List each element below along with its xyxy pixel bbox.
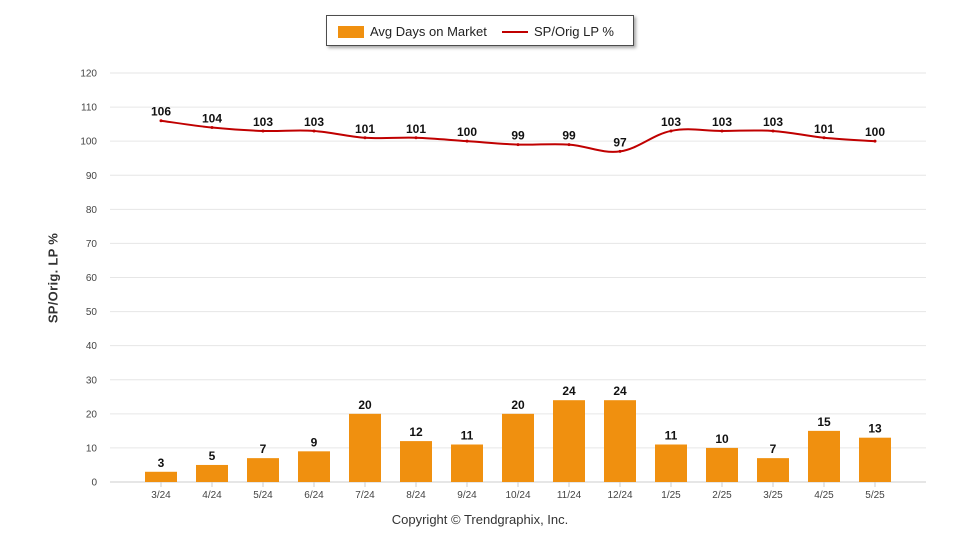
line-point-sp-orig-lp bbox=[159, 119, 163, 123]
bar-days-on-market bbox=[196, 464, 228, 482]
x-tick-label: 1/25 bbox=[661, 490, 681, 501]
x-tick-label: 3/25 bbox=[763, 490, 783, 501]
y-tick-label: 20 bbox=[86, 409, 98, 420]
y-tick-label: 120 bbox=[80, 69, 97, 80]
bar-days-on-market bbox=[502, 413, 534, 482]
line-point-sp-orig-lp bbox=[312, 129, 316, 133]
bar-data-label: 20 bbox=[511, 398, 525, 412]
line-data-label: 103 bbox=[253, 115, 273, 129]
bar-data-label: 3 bbox=[158, 456, 165, 470]
bar-days-on-market bbox=[349, 413, 381, 482]
bar-days-on-market bbox=[808, 430, 840, 482]
line-point-sp-orig-lp bbox=[414, 136, 418, 140]
line-point-sp-orig-lp bbox=[567, 143, 571, 147]
bar-data-label: 11 bbox=[461, 429, 474, 443]
x-tick-label: 5/24 bbox=[253, 490, 273, 501]
line-data-label: 99 bbox=[511, 129, 525, 143]
bar-days-on-market bbox=[553, 400, 585, 482]
x-tick-label: 10/24 bbox=[505, 490, 530, 501]
bar-days-on-market bbox=[757, 458, 789, 482]
x-tick-label: 5/25 bbox=[865, 490, 885, 501]
line-data-label: 103 bbox=[304, 115, 324, 129]
line-data-label: 100 bbox=[865, 125, 885, 139]
line-point-sp-orig-lp bbox=[210, 126, 214, 130]
y-tick-label: 40 bbox=[86, 341, 98, 352]
x-tick-label: 3/24 bbox=[151, 490, 171, 501]
line-point-sp-orig-lp bbox=[516, 143, 520, 147]
y-tick-label: 30 bbox=[86, 375, 98, 386]
legend-bar-swatch bbox=[338, 25, 364, 38]
x-tick-label: 4/24 bbox=[202, 490, 222, 501]
line-point-sp-orig-lp bbox=[771, 129, 775, 133]
y-axis-title: SP/Orig. LP % bbox=[45, 232, 61, 324]
bar-data-label: 11 bbox=[665, 429, 678, 443]
bar-days-on-market bbox=[604, 400, 636, 482]
y-tick-label: 50 bbox=[86, 307, 98, 318]
y-tick-label: 0 bbox=[91, 478, 97, 489]
x-tick-label: 12/24 bbox=[607, 490, 632, 501]
line-data-label: 99 bbox=[562, 129, 576, 143]
bar-days-on-market bbox=[706, 447, 738, 482]
x-tick-label: 9/24 bbox=[457, 490, 477, 501]
legend-item-days-on-market: Avg Days on Market bbox=[338, 16, 487, 47]
y-tick-label: 100 bbox=[80, 137, 97, 148]
bar-data-label: 20 bbox=[358, 398, 372, 412]
line-point-sp-orig-lp bbox=[720, 129, 724, 133]
y-tick-label: 70 bbox=[86, 239, 98, 250]
legend-bar-label: Avg Days on Market bbox=[370, 24, 487, 39]
bar-days-on-market bbox=[247, 458, 279, 482]
line-data-label: 97 bbox=[613, 135, 627, 149]
line-data-label: 104 bbox=[202, 112, 222, 126]
line-point-sp-orig-lp bbox=[618, 149, 622, 153]
legend-line-label: SP/Orig LP % bbox=[534, 24, 614, 39]
bar-data-label: 7 bbox=[260, 442, 267, 456]
line-data-label: 101 bbox=[814, 122, 834, 136]
line-data-label: 100 bbox=[457, 125, 477, 139]
legend-item-sp-orig-lp: SP/Orig LP % bbox=[502, 16, 614, 47]
y-tick-label: 90 bbox=[86, 171, 98, 182]
bar-days-on-market bbox=[859, 437, 891, 482]
bar-data-label: 9 bbox=[311, 435, 318, 449]
bar-data-label: 10 bbox=[715, 432, 729, 446]
y-tick-label: 110 bbox=[81, 103, 97, 114]
legend-line-swatch bbox=[502, 30, 528, 33]
line-data-label: 106 bbox=[151, 105, 171, 119]
line-point-sp-orig-lp bbox=[822, 136, 826, 140]
x-tick-label: 8/24 bbox=[406, 490, 426, 501]
bar-days-on-market bbox=[145, 471, 177, 482]
x-tick-label: 7/24 bbox=[355, 490, 375, 501]
line-data-label: 103 bbox=[712, 115, 732, 129]
bar-data-label: 12 bbox=[409, 425, 423, 439]
bar-data-label: 5 bbox=[209, 449, 216, 463]
y-tick-label: 60 bbox=[86, 273, 98, 284]
line-data-label: 101 bbox=[355, 122, 375, 136]
copyright-footer: Copyright © Trendgraphix, Inc. bbox=[391, 512, 569, 527]
bar-days-on-market bbox=[451, 444, 483, 482]
y-tick-label: 80 bbox=[86, 205, 98, 216]
bar-days-on-market bbox=[400, 441, 432, 482]
bar-data-label: 24 bbox=[562, 384, 576, 398]
bar-data-label: 15 bbox=[817, 415, 831, 429]
x-tick-label: 4/25 bbox=[814, 490, 834, 501]
line-data-label: 101 bbox=[406, 122, 426, 136]
x-tick-label: 6/24 bbox=[304, 490, 324, 501]
line-point-sp-orig-lp bbox=[363, 136, 367, 140]
line-point-sp-orig-lp bbox=[465, 139, 469, 143]
line-point-sp-orig-lp bbox=[669, 129, 673, 133]
line-data-label: 103 bbox=[661, 115, 681, 129]
x-tick-label: 2/25 bbox=[712, 490, 732, 501]
line-point-sp-orig-lp bbox=[873, 139, 877, 143]
bar-days-on-market bbox=[298, 451, 330, 482]
bar-data-label: 24 bbox=[613, 384, 627, 398]
chart-legend: Avg Days on Market SP/Orig LP % bbox=[326, 15, 634, 46]
bar-data-label: 7 bbox=[770, 442, 777, 456]
line-data-label: 103 bbox=[763, 115, 783, 129]
bar-data-label: 13 bbox=[868, 422, 882, 436]
bar-days-on-market bbox=[655, 444, 687, 482]
x-tick-label: 11/24 bbox=[557, 490, 582, 501]
line-point-sp-orig-lp bbox=[261, 129, 265, 133]
y-tick-label: 10 bbox=[86, 443, 98, 454]
